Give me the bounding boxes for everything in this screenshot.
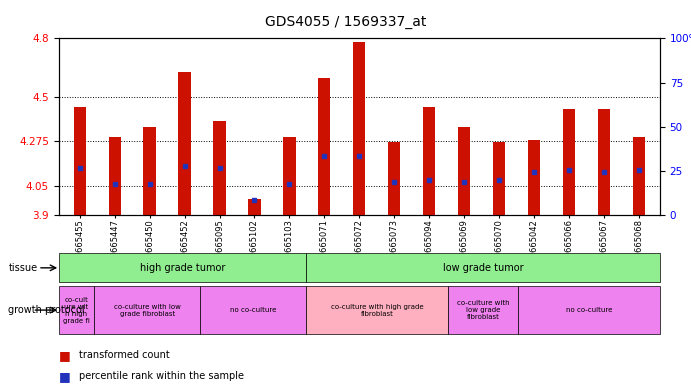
- Text: no co-culture: no co-culture: [566, 307, 612, 313]
- Bar: [528, 141, 540, 215]
- Bar: [178, 72, 191, 215]
- Text: low grade tumor: low grade tumor: [443, 263, 523, 273]
- Text: ■: ■: [59, 349, 70, 362]
- Bar: [94, 286, 200, 334]
- Bar: [353, 42, 366, 215]
- Bar: [59, 253, 306, 282]
- Text: co-culture with low
grade fibroblast: co-culture with low grade fibroblast: [114, 304, 180, 316]
- Bar: [248, 199, 261, 215]
- Bar: [73, 107, 86, 215]
- Bar: [493, 142, 505, 215]
- Bar: [388, 142, 400, 215]
- Text: ■: ■: [59, 370, 70, 383]
- Bar: [458, 127, 471, 215]
- Text: transformed count: transformed count: [79, 350, 170, 360]
- Bar: [200, 286, 306, 334]
- Bar: [319, 78, 330, 215]
- Text: co-culture with high grade
fibroblast: co-culture with high grade fibroblast: [331, 304, 424, 316]
- Bar: [283, 137, 296, 215]
- Bar: [59, 286, 94, 334]
- Text: percentile rank within the sample: percentile rank within the sample: [79, 371, 245, 381]
- Bar: [423, 107, 435, 215]
- Text: GDS4055 / 1569337_at: GDS4055 / 1569337_at: [265, 15, 426, 29]
- Bar: [306, 286, 448, 334]
- Bar: [214, 121, 226, 215]
- Text: co-cult
ure wit
h high
grade fi: co-cult ure wit h high grade fi: [63, 296, 90, 324]
- Bar: [306, 253, 660, 282]
- Bar: [518, 286, 660, 334]
- Text: growth protocol: growth protocol: [8, 305, 85, 315]
- Text: high grade tumor: high grade tumor: [140, 263, 225, 273]
- Text: co-culture with
low grade
fibroblast: co-culture with low grade fibroblast: [457, 300, 509, 320]
- Bar: [563, 109, 575, 215]
- Bar: [598, 109, 610, 215]
- Bar: [448, 286, 518, 334]
- Bar: [633, 137, 645, 215]
- Text: tissue: tissue: [8, 263, 37, 273]
- Text: no co-culture: no co-culture: [230, 307, 276, 313]
- Bar: [108, 137, 121, 215]
- Bar: [144, 127, 155, 215]
